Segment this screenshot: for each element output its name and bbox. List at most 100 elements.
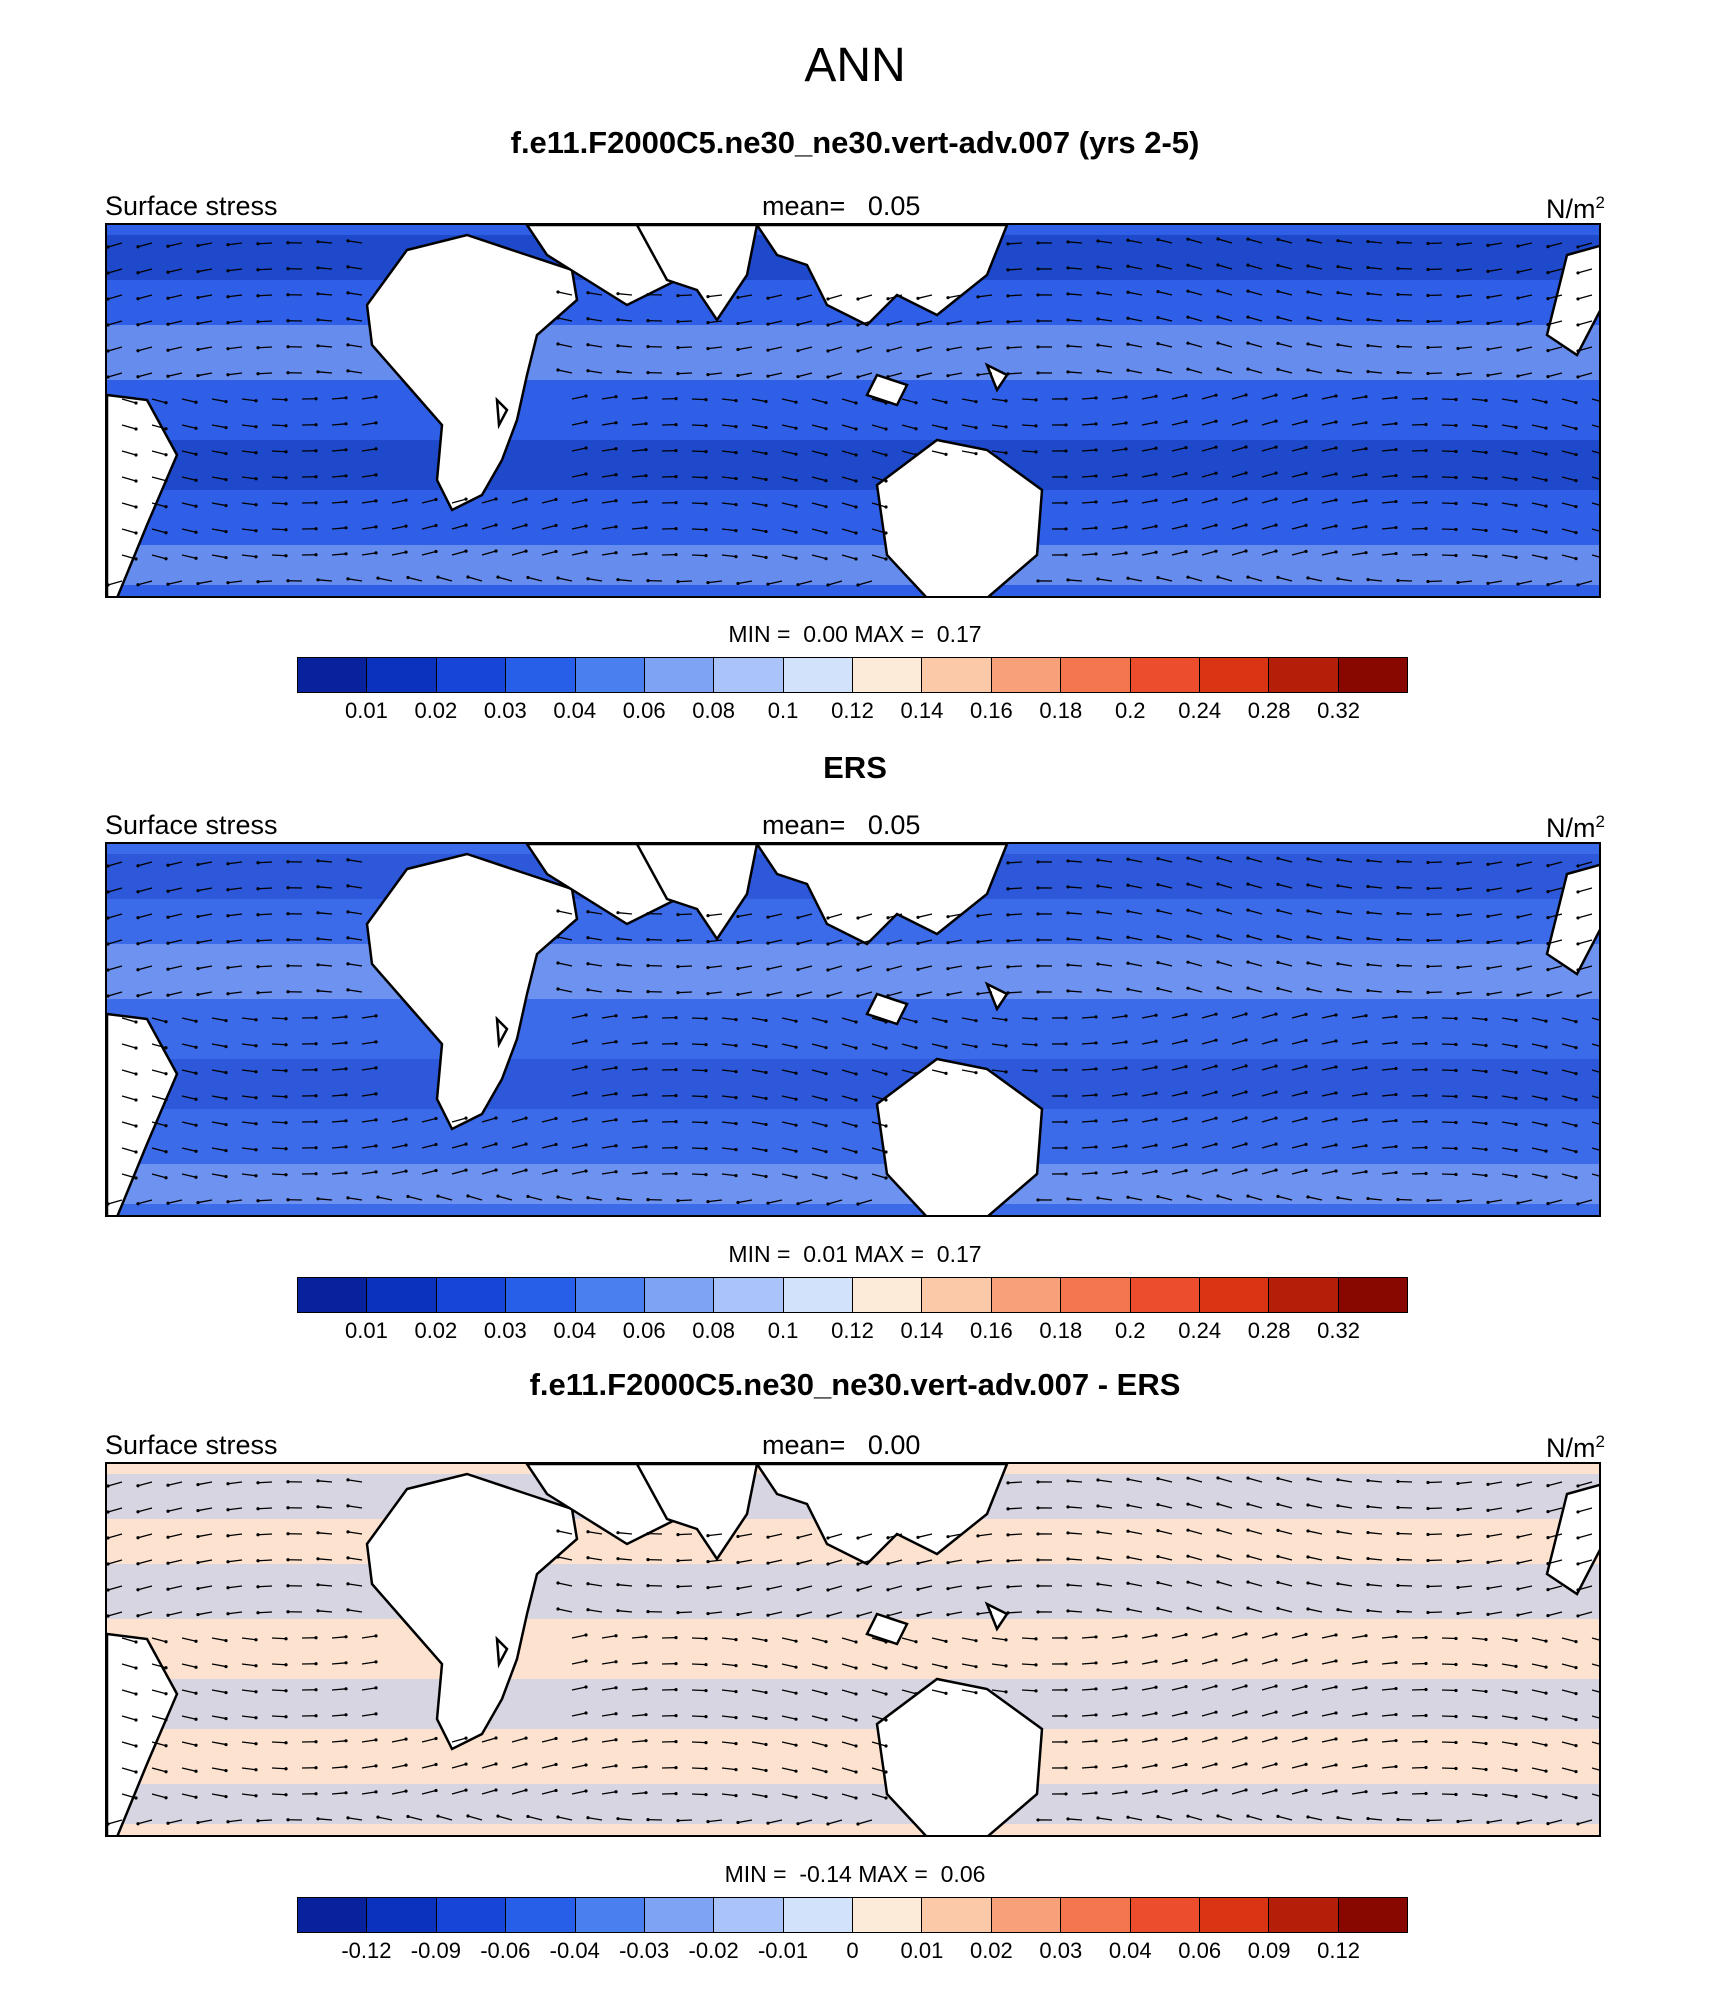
wind-vector-arrow — [617, 1198, 633, 1201]
wind-vector-arrow — [257, 1481, 273, 1484]
wind-vector-arrow — [1171, 1763, 1187, 1769]
wind-vector-head — [1396, 859, 1400, 864]
wind-vector-arrow — [1277, 1581, 1293, 1587]
wind-vector-head — [254, 1174, 258, 1178]
wind-vector-head — [1244, 471, 1248, 475]
wind-vector-head — [1276, 1194, 1280, 1198]
wind-vector-arrow — [1337, 963, 1353, 967]
wind-vector-arrow — [361, 1791, 377, 1795]
wind-vector-head — [464, 1142, 468, 1146]
wind-vector-arrow — [137, 320, 153, 326]
wind-vector-arrow — [241, 1767, 257, 1771]
wind-vector-head — [1244, 1012, 1248, 1016]
colorbar-tick-label: 0.12 — [831, 1318, 874, 1343]
wind-vector-arrow — [451, 1737, 467, 1743]
wind-vector-arrow — [211, 1663, 227, 1668]
wind-vector-arrow — [797, 294, 813, 300]
wind-vector-head — [316, 318, 320, 322]
wind-vector-head — [824, 1796, 828, 1800]
wind-vector-head — [346, 369, 350, 373]
wind-vector-arrow — [211, 1637, 227, 1642]
wind-vector-head — [946, 993, 950, 997]
wind-vector-arrow — [841, 502, 857, 508]
wind-vector-arrow — [1247, 987, 1263, 993]
wind-vector-arrow — [1441, 1767, 1457, 1770]
wind-vector-arrow — [1067, 293, 1083, 296]
wind-vector-arrow — [1367, 885, 1383, 889]
wind-vector-head — [1546, 1484, 1550, 1488]
wind-vector-arrow — [137, 268, 153, 274]
wind-vector-head — [1154, 472, 1158, 476]
wind-vector-head — [224, 451, 228, 456]
wind-vector-arrow — [1471, 424, 1487, 428]
wind-vector-arrow — [1471, 1017, 1487, 1021]
wind-vector-head — [1276, 1814, 1280, 1818]
wind-vector-arrow — [721, 502, 737, 506]
wind-vector-head — [614, 1738, 618, 1742]
wind-vector-arrow — [1111, 1635, 1127, 1639]
wind-vector-head — [1184, 1710, 1188, 1715]
wind-vector-arrow — [1187, 909, 1203, 915]
land-outline — [984, 1601, 1009, 1632]
wind-vector-head — [1214, 1116, 1218, 1120]
wind-vector-arrow — [1531, 1767, 1547, 1772]
wind-vector-arrow — [1247, 1503, 1263, 1509]
wind-vector-arrow — [1141, 1790, 1157, 1795]
wind-vector-arrow — [1081, 1636, 1097, 1639]
wind-vector-arrow — [331, 1688, 347, 1691]
wind-vector-head — [256, 580, 260, 584]
wind-vector-arrow — [1187, 316, 1203, 322]
wind-vector-arrow — [257, 913, 273, 916]
wind-vector-arrow — [1561, 1043, 1577, 1049]
wind-vector-arrow — [197, 1507, 213, 1512]
wind-vector-arrow — [347, 266, 363, 270]
wind-vector-arrow — [1427, 580, 1443, 583]
wind-vector-head — [1124, 473, 1128, 477]
wind-vector-arrow — [1351, 552, 1367, 556]
wind-vector-arrow — [1097, 344, 1113, 348]
wind-vector-arrow — [601, 474, 617, 478]
wind-vector-head — [1124, 1764, 1128, 1768]
wind-vector-arrow — [1291, 1711, 1307, 1717]
wind-vector-head — [1214, 497, 1218, 501]
wind-vector-arrow — [1441, 1637, 1457, 1640]
colorbar-box — [506, 1278, 576, 1312]
wind-vector-head — [1246, 882, 1250, 886]
wind-vector-arrow — [481, 550, 497, 556]
wind-vector-head — [1096, 317, 1100, 321]
wind-vector-head — [1454, 397, 1458, 402]
wind-vector-arrow — [1171, 1659, 1187, 1665]
colorbar-box — [783, 658, 853, 692]
wind-vector-arrow — [1441, 424, 1457, 427]
wind-vector-head — [286, 860, 290, 864]
wind-vector-head — [704, 476, 708, 480]
wind-vector-arrow — [271, 1767, 287, 1770]
wind-vector-arrow — [827, 939, 843, 945]
wind-vector-head — [314, 1662, 318, 1666]
wind-vector-head — [1244, 1064, 1248, 1068]
wind-vector-head — [1036, 1480, 1040, 1484]
land-outline — [635, 844, 759, 942]
wind-vector-arrow — [631, 1172, 647, 1175]
wind-vector-head — [1304, 1090, 1308, 1094]
wind-vector-head — [346, 884, 350, 888]
wind-vector-head — [674, 1016, 678, 1020]
wind-vector-arrow — [601, 552, 617, 556]
wind-vector-head — [766, 322, 770, 326]
wind-vector-head — [1096, 1556, 1100, 1560]
wind-vector-arrow — [1591, 528, 1599, 532]
wind-vector-head — [1396, 266, 1400, 271]
wind-vector-head — [1004, 1044, 1008, 1048]
wind-vector-head — [1216, 986, 1220, 990]
wind-vector-head — [166, 582, 170, 586]
wind-vector-head — [464, 549, 468, 553]
wind-vector-arrow — [227, 1611, 243, 1615]
wind-vector-head — [1514, 451, 1518, 455]
wind-vector-head — [616, 1583, 620, 1587]
wind-vector-head — [1064, 1792, 1068, 1796]
wind-vector-head — [646, 579, 650, 583]
wind-vector-arrow — [887, 320, 903, 326]
wind-vector-arrow — [901, 1069, 917, 1075]
wind-vector-arrow — [1277, 1555, 1293, 1561]
wind-vector-arrow — [887, 913, 903, 919]
